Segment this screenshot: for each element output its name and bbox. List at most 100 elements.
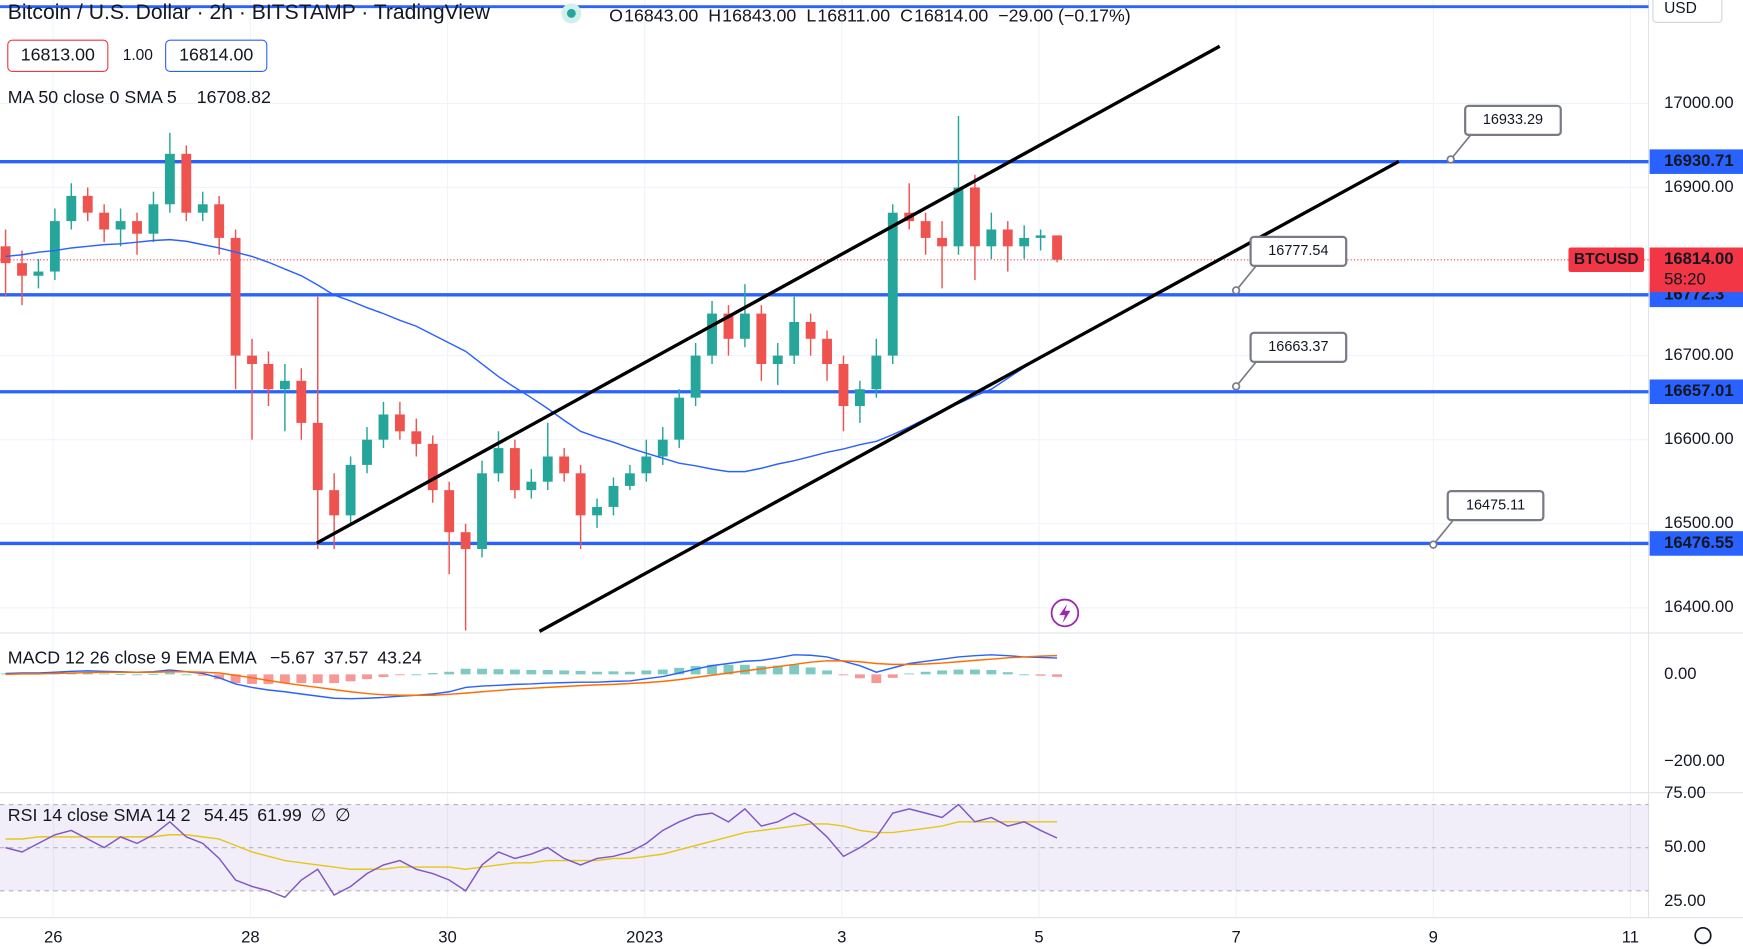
- ask-box: [165, 39, 268, 73]
- macd-histogram-bar: [148, 673, 159, 675]
- candle-body: [378, 414, 389, 440]
- price-tag: [1649, 247, 1743, 293]
- candle-body: [115, 221, 126, 230]
- ma-line: [5, 238, 1058, 473]
- ohlc-letter: C: [900, 5, 913, 25]
- macd-histogram-bar: [690, 666, 701, 675]
- candle-body: [394, 414, 405, 432]
- candle-body: [690, 355, 701, 398]
- macd-histogram-bar: [986, 670, 997, 675]
- macd-histogram-bar: [378, 674, 389, 677]
- macd-histogram-bar: [444, 671, 455, 675]
- candle-body: [329, 490, 340, 516]
- macd-histogram-bar: [526, 670, 537, 675]
- alert-icon[interactable]: [1050, 598, 1080, 628]
- macd-histogram-bar: [542, 670, 553, 675]
- macd-histogram-bar: [279, 674, 290, 684]
- candle-body: [1035, 235, 1046, 238]
- candle-body: [509, 448, 520, 491]
- candle-body: [789, 321, 800, 356]
- macd-histogram-bar: [460, 668, 471, 675]
- y-tick-label: 16600.00: [1664, 429, 1734, 448]
- macd-histogram-bar: [312, 674, 323, 684]
- x-tick-label: 30: [438, 927, 457, 946]
- ohlc-letter: O: [609, 5, 623, 25]
- callout-anchor: [1231, 382, 1241, 391]
- candle-body: [608, 485, 619, 507]
- plot: 16933.29 16777.54 16663.37 16475.11: [0, 44, 1649, 899]
- candle-body: [969, 187, 980, 247]
- macd-histogram-bar: [904, 673, 915, 675]
- candle-body: [99, 212, 110, 230]
- x-tick-label: 28: [241, 927, 260, 946]
- callout-box: [1446, 489, 1545, 522]
- y-tick-label: 16900.00: [1664, 177, 1734, 196]
- settings-icon[interactable]: [1694, 926, 1712, 945]
- macd-histogram-bar: [739, 664, 750, 675]
- macd-histogram-bar: [1019, 674, 1030, 676]
- macd-histogram-bar: [674, 667, 685, 675]
- candle-body: [247, 355, 257, 365]
- candle-body: [707, 313, 717, 356]
- y-tick-label: 25.00: [1664, 891, 1706, 910]
- bid-box: [7, 39, 109, 73]
- signal-value: 43.24: [377, 647, 422, 667]
- rsi-extra: ∅: [335, 805, 350, 825]
- macd-histogram-bar: [805, 667, 816, 675]
- countdown: 58:20: [1664, 269, 1706, 288]
- macd-histogram-bar: [592, 671, 602, 675]
- macd-histogram-bar: [477, 668, 487, 675]
- macd-histogram-bar: [345, 674, 356, 682]
- candle-body: [214, 204, 225, 238]
- macd-histogram-bar: [509, 669, 520, 675]
- candle-body: [33, 271, 44, 276]
- callout-box: [1249, 331, 1348, 363]
- x-tick-label: 5: [1034, 927, 1043, 946]
- callout-anchor: [1429, 540, 1438, 549]
- macd-histogram-bar: [969, 669, 980, 675]
- y-tick-label: 75.00: [1664, 783, 1706, 802]
- macd-histogram-bar: [1002, 672, 1013, 675]
- candle-body: [493, 448, 504, 474]
- callout-pointer: [1235, 265, 1257, 291]
- y-tick-label: 16500.00: [1664, 513, 1734, 532]
- macd-histogram-bar: [411, 674, 422, 676]
- grid: [0, 0, 1743, 919]
- candle-body: [953, 187, 964, 247]
- level-tag-label: 16657.01: [1664, 381, 1734, 400]
- candle-body: [624, 473, 635, 486]
- callout-anchor: [1231, 286, 1241, 295]
- callout-label: 16777.54: [1268, 243, 1328, 259]
- macd-histogram-bar: [920, 671, 931, 675]
- ma-legend-value: 16708.82: [197, 87, 271, 107]
- macd-histogram-bar: [559, 670, 570, 675]
- rsi-ma-value: 61.99: [257, 805, 302, 825]
- ohlc-value: 16843.00: [624, 5, 698, 25]
- candle-body: [148, 204, 159, 234]
- candle-body: [66, 195, 77, 222]
- candle-body: [575, 473, 586, 516]
- x-tick-label: 11: [1622, 927, 1639, 946]
- level-tag: [1649, 379, 1743, 405]
- macd-histogram-bar: [427, 673, 438, 675]
- macd-histogram-bar: [394, 674, 405, 676]
- y-tick-label: −200.00: [1664, 751, 1725, 770]
- candle-body: [772, 355, 783, 365]
- rsi-legend: RSI 14 close SMA 14 2: [8, 805, 191, 825]
- macd-histogram-bar: [641, 670, 652, 675]
- candle-body: [920, 221, 931, 238]
- y-tick-label: 0.00: [1664, 664, 1696, 683]
- candle-body: [805, 321, 816, 339]
- level-tag: [1649, 149, 1743, 174]
- macd-histogram-bar: [197, 674, 208, 676]
- macd-histogram-bar: [608, 671, 619, 675]
- candle-body: [17, 263, 27, 276]
- callout-label: 16663.37: [1268, 339, 1328, 355]
- candle-body: [197, 204, 208, 213]
- macd-histogram-bar: [296, 674, 307, 684]
- macd-histogram-bar: [181, 674, 192, 676]
- macd-histogram-bar: [756, 666, 767, 675]
- candle-body: [164, 153, 175, 205]
- level-tag: [1649, 531, 1743, 556]
